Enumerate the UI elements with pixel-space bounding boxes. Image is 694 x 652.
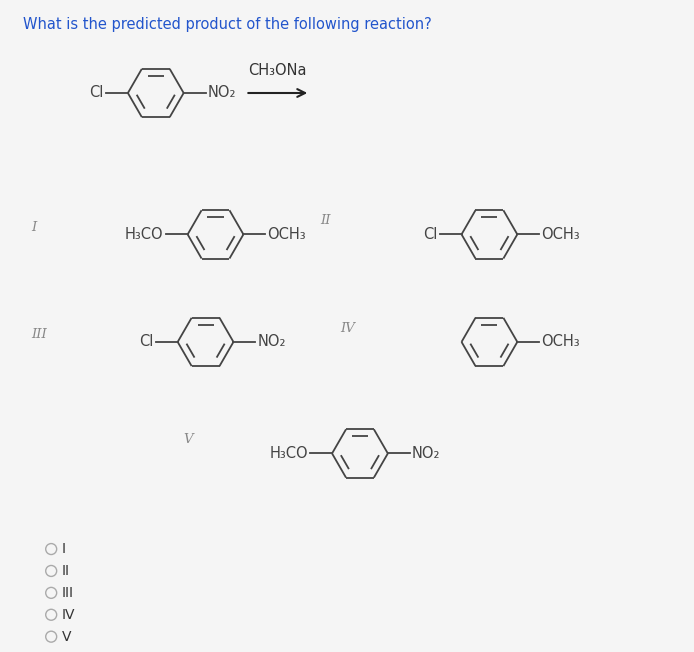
Text: III: III bbox=[62, 586, 74, 600]
Text: H₃CO: H₃CO bbox=[269, 446, 308, 461]
Text: NO₂: NO₂ bbox=[208, 85, 236, 100]
Text: CH₃ONa: CH₃ONa bbox=[248, 63, 307, 78]
Text: I: I bbox=[31, 221, 37, 234]
Text: II: II bbox=[320, 214, 330, 227]
Text: Cl: Cl bbox=[90, 85, 104, 100]
Text: IV: IV bbox=[62, 608, 75, 622]
Text: OCH₃: OCH₃ bbox=[267, 227, 306, 242]
Text: I: I bbox=[62, 542, 66, 556]
Text: H₃CO: H₃CO bbox=[125, 227, 164, 242]
Text: Cl: Cl bbox=[423, 227, 438, 242]
Text: NO₂: NO₂ bbox=[257, 334, 286, 349]
Text: What is the predicted product of the following reaction?: What is the predicted product of the fol… bbox=[24, 18, 432, 33]
Text: V: V bbox=[184, 433, 194, 446]
Text: II: II bbox=[62, 564, 69, 578]
Text: V: V bbox=[62, 630, 71, 644]
Text: NO₂: NO₂ bbox=[412, 446, 440, 461]
Text: IV: IV bbox=[340, 323, 355, 336]
Text: OCH₃: OCH₃ bbox=[541, 334, 580, 349]
Text: Cl: Cl bbox=[139, 334, 154, 349]
Text: OCH₃: OCH₃ bbox=[541, 227, 580, 242]
Text: III: III bbox=[31, 329, 47, 342]
